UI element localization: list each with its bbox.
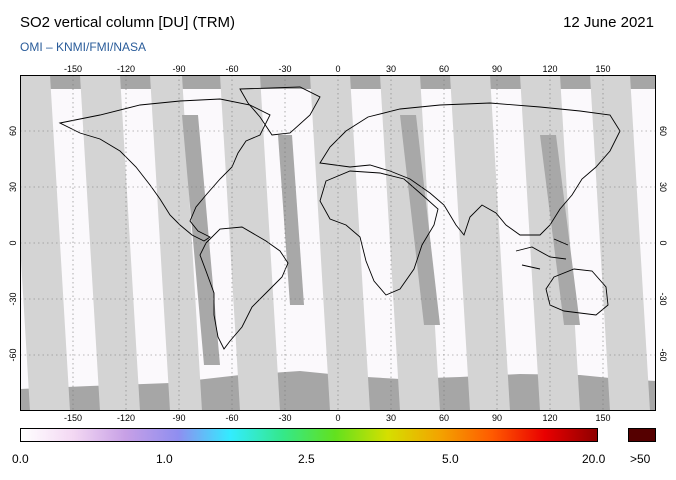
colorbar-overflow-label: >50 bbox=[630, 452, 651, 466]
australia-outline bbox=[545, 268, 609, 316]
color-scale-bar bbox=[20, 428, 598, 442]
lon-tick-bottom-120: 120 bbox=[542, 413, 557, 423]
lon-tick-bottom-30: 30 bbox=[386, 413, 396, 423]
southeast-asia-islands bbox=[515, 238, 569, 270]
lat-tick-left--30: -30 bbox=[8, 292, 18, 305]
lon-tick-top--150: -150 bbox=[64, 64, 82, 74]
coastlines bbox=[58, 86, 621, 350]
colorbar-label-2: 2.5 bbox=[298, 452, 315, 466]
lat-tick-right-60: 60 bbox=[658, 126, 668, 136]
colorbar-label-4: 20.0 bbox=[582, 452, 606, 466]
lat-tick-left-60: 60 bbox=[8, 126, 18, 136]
overflow-color-box bbox=[628, 428, 656, 442]
lat-tick-left-0: 0 bbox=[8, 240, 18, 245]
lon-tick-top-60: 60 bbox=[439, 64, 449, 74]
lon-tick-bottom-60: 60 bbox=[439, 413, 449, 423]
north-america-outline bbox=[58, 98, 271, 242]
graticule bbox=[20, 75, 656, 411]
lon-tick-bottom-150: 150 bbox=[595, 413, 610, 423]
lon-tick-bottom--30: -30 bbox=[278, 413, 291, 423]
lon-tick-bottom-90: 90 bbox=[492, 413, 502, 423]
south-america-outline bbox=[199, 226, 289, 350]
lon-tick-bottom--60: -60 bbox=[225, 413, 238, 423]
map-date: 12 June 2021 bbox=[563, 14, 654, 31]
lon-tick-top-30: 30 bbox=[386, 64, 396, 74]
lat-tick-left-30: 30 bbox=[8, 182, 18, 192]
lon-tick-bottom--150: -150 bbox=[64, 413, 82, 423]
lon-tick-top--30: -30 bbox=[278, 64, 291, 74]
so2-map: -150 -150 -120 -120 -90 -90 -60 -60 -30 -30 0 0 30 30… bbox=[8, 64, 668, 423]
africa-outline bbox=[319, 170, 439, 296]
data-credit: OMI – KNMI/FMI/NASA bbox=[20, 40, 147, 54]
lon-tick-bottom-0: 0 bbox=[335, 413, 340, 423]
lon-tick-top-0: 0 bbox=[335, 64, 340, 74]
colorbar-label-0: 0.0 bbox=[12, 452, 29, 466]
lon-tick-bottom--90: -90 bbox=[172, 413, 185, 423]
lon-tick-top--60: -60 bbox=[225, 64, 238, 74]
lon-tick-bottom--120: -120 bbox=[117, 413, 135, 423]
lon-tick-top-150: 150 bbox=[595, 64, 610, 74]
lat-tick-left--60: -60 bbox=[8, 348, 18, 361]
eurasia-outline bbox=[319, 102, 621, 236]
lon-tick-top--90: -90 bbox=[172, 64, 185, 74]
lon-tick-top--120: -120 bbox=[117, 64, 135, 74]
lat-tick-right--30: -30 bbox=[658, 292, 668, 305]
lat-tick-right-0: 0 bbox=[658, 240, 668, 245]
lon-tick-top-90: 90 bbox=[492, 64, 502, 74]
greenland-outline bbox=[239, 86, 321, 136]
colorbar-label-1: 1.0 bbox=[156, 452, 173, 466]
map-frame bbox=[20, 75, 656, 411]
map-title: SO2 vertical column [DU] (TRM) bbox=[20, 14, 236, 31]
lat-tick-right-30: 30 bbox=[658, 182, 668, 192]
colorbar-label-3: 5.0 bbox=[442, 452, 459, 466]
lat-tick-right--60: -60 bbox=[658, 348, 668, 361]
lon-tick-top-120: 120 bbox=[542, 64, 557, 74]
